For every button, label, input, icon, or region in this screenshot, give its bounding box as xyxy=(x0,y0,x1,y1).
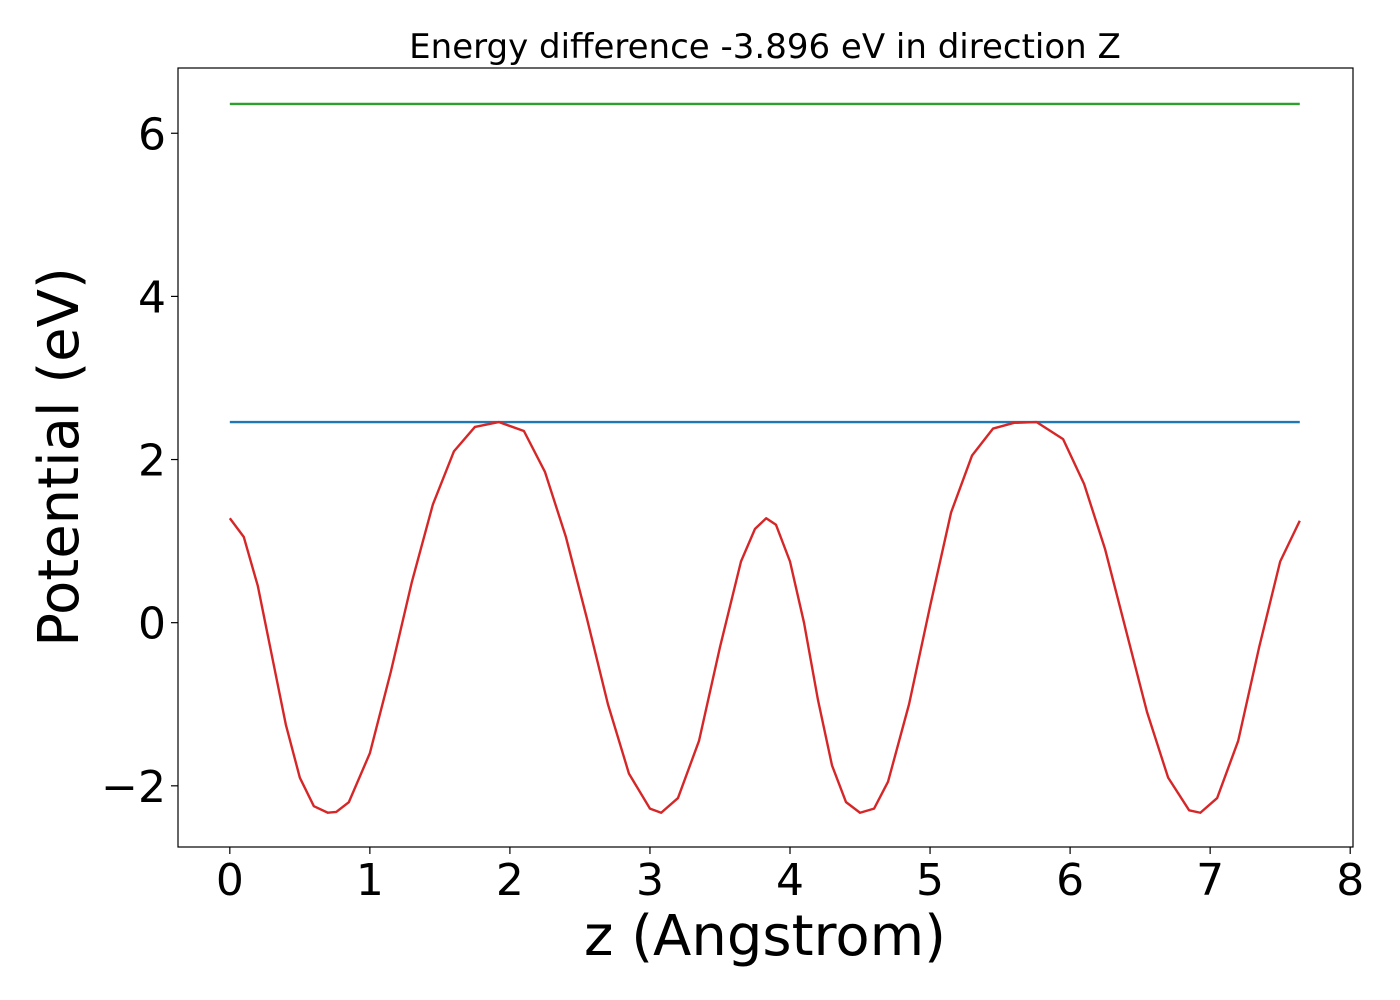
x-tick-label: 5 xyxy=(916,855,944,906)
series-line-2 xyxy=(228,420,1301,814)
x-tick-label: 1 xyxy=(356,855,384,906)
y-tick-label: 4 xyxy=(138,272,166,323)
y-axis-ticks: −2 0 2 4 6 xyxy=(101,109,178,813)
y-tick-label: 6 xyxy=(138,109,166,160)
y-tick-label: 2 xyxy=(138,436,166,487)
plot-frame xyxy=(177,67,1354,848)
x-tick-label: 6 xyxy=(1056,855,1084,906)
y-axis-label: Potential (eV) xyxy=(27,267,92,647)
x-axis-ticks: 0 1 2 3 4 5 6 7 8 xyxy=(216,847,1364,906)
y-tick-label: 0 xyxy=(138,599,166,650)
x-tick-label: 2 xyxy=(496,855,524,906)
series-layer xyxy=(228,102,1301,814)
y-tick-label: −2 xyxy=(101,762,166,813)
x-tick-label: 3 xyxy=(636,855,664,906)
x-tick-label: 4 xyxy=(776,855,804,906)
x-axis-label: z (Angstrom) xyxy=(584,904,946,969)
x-tick-label: 7 xyxy=(1196,855,1224,906)
x-tick-label: 0 xyxy=(216,855,244,906)
chart-title: Energy difference -3.896 eV in direction… xyxy=(409,27,1121,67)
x-tick-label: 8 xyxy=(1336,855,1364,906)
